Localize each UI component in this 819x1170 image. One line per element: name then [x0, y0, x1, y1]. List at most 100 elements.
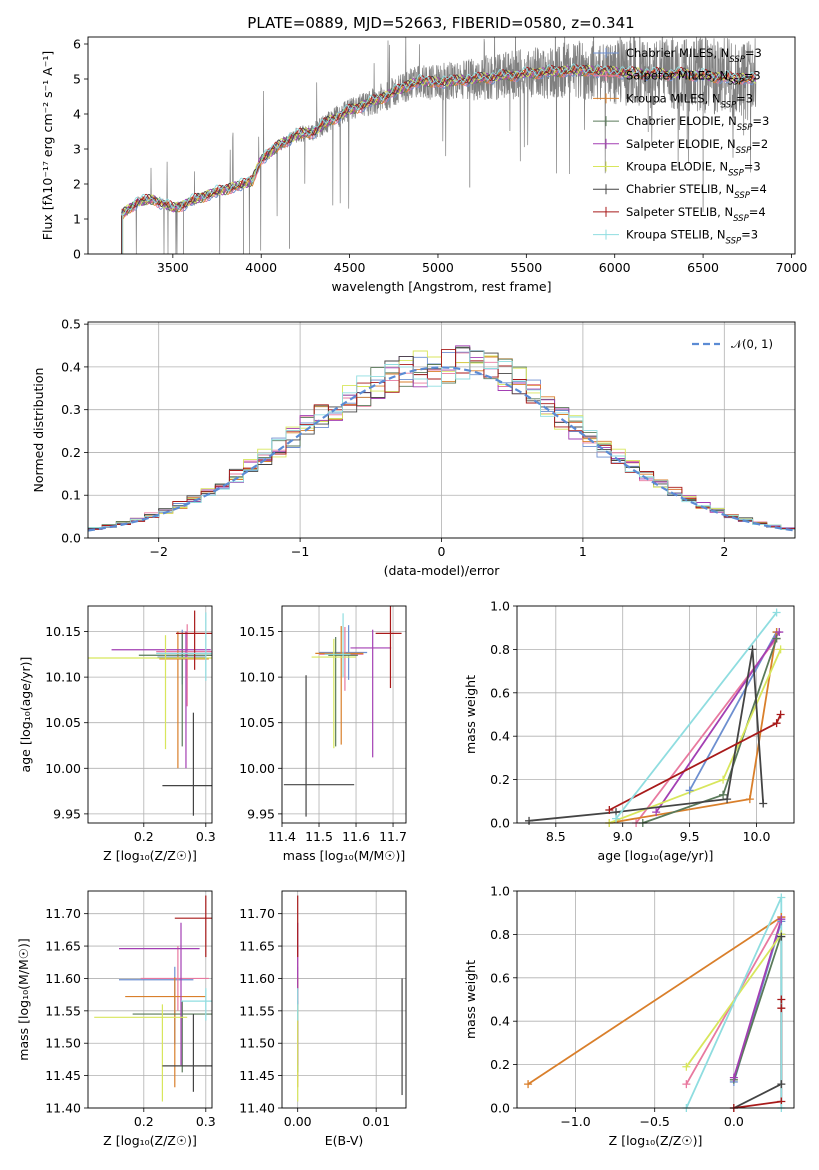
axes-frame — [281, 890, 407, 1109]
y-tick-label: 0.1 — [61, 488, 81, 503]
errorbar-point — [138, 632, 212, 747]
x-tick-label: 4500 — [334, 260, 366, 275]
y-axis-label: Normed distribution — [31, 368, 46, 493]
mass-weight-line — [615, 611, 778, 820]
legend-label: Chabrier STELIB, NSSP=4 — [626, 182, 767, 201]
x-axis-label: Z [log₁₀(Z/Z☉)] — [103, 848, 197, 863]
x-tick-label: 0.01 — [362, 1114, 390, 1129]
mass-weight-marker — [524, 1080, 533, 1089]
x-tick-label: 11.7 — [379, 829, 407, 844]
y-axis-label: mass weight — [463, 960, 478, 1039]
y-tick-label: 0.4 — [490, 1014, 510, 1029]
errorbar-point — [156, 612, 212, 681]
mass-weight-marker — [682, 1080, 691, 1089]
x-axis-label: age [log₁₀(age/yr)] — [598, 848, 714, 863]
panel-spectrum: 3500 4000 4500 5000 5500 6000 6500 7000 0 1 2 3 4 5 6 w… — [40, 37, 808, 295]
mass-weight-marker — [652, 808, 661, 817]
y-tick-label: 0.0 — [490, 1101, 510, 1116]
y-tick-label: 10.15 — [45, 624, 81, 639]
legend-label: 𝒩(0, 1) — [731, 337, 773, 351]
model-spectrum — [121, 63, 757, 216]
mass-weight-marker — [745, 795, 754, 804]
x-tick-label: 10.0 — [743, 829, 771, 844]
mass-weight-marker — [776, 710, 785, 719]
mass-weight-line — [655, 631, 781, 813]
x-tick-label: −0.5 — [640, 1114, 670, 1129]
y-tick-label: 11.55 — [239, 1003, 275, 1018]
y-axis-label: mass [log₁₀(M/M☉)] — [16, 938, 31, 1060]
axes-frame — [87, 605, 213, 824]
x-tick-label: 1 — [579, 544, 587, 559]
x-tick-label: 5500 — [510, 260, 542, 275]
errorbar-point — [315, 626, 364, 745]
y-tick-label: 9.95 — [53, 806, 81, 821]
axes-frame — [87, 321, 796, 539]
mass-weight-marker — [748, 645, 757, 654]
axes-frame — [516, 890, 795, 1109]
x-tick-label: 9.0 — [613, 829, 633, 844]
model-spectrum — [121, 64, 757, 214]
y-tick-label: 10.00 — [239, 761, 275, 776]
x-tick-label: 0.0 — [724, 1114, 744, 1129]
mass-weight-marker — [772, 608, 781, 617]
x-tick-label: 0.2 — [134, 829, 154, 844]
errorbar-point — [181, 988, 212, 1021]
y-tick-label: 11.60 — [239, 971, 275, 986]
errorbar-point — [119, 922, 200, 1066]
y-tick-label: 11.55 — [45, 1003, 81, 1018]
mass-weight-line — [733, 936, 783, 1108]
mass-weight-marker — [719, 775, 728, 784]
legend-label: Salpeter ELODIE, NSSP=2 — [626, 137, 768, 156]
y-tick-label: 0.8 — [490, 642, 510, 657]
y-tick-label: 0.3 — [61, 402, 81, 417]
mass-weight-marker — [685, 786, 694, 795]
x-axis-label: Z [log₁₀(Z/Z☉)] — [609, 1133, 703, 1148]
panel-mass-EBV: 0.00 0.01 11.40 11.45 11.50 11.55 11.60 11.65 11… — [239, 890, 407, 1148]
mass-weight-marker — [777, 1004, 786, 1013]
x-tick-label: 11.6 — [342, 829, 370, 844]
x-tick-label: 3500 — [157, 260, 189, 275]
x-axis-label: E(B-V) — [325, 1133, 364, 1148]
mass-weight-marker — [723, 795, 732, 804]
y-tick-label: 5 — [73, 72, 81, 87]
mass-weight-marker — [719, 790, 728, 799]
axes-frame — [516, 605, 795, 824]
y-tick-label: 11.40 — [45, 1101, 81, 1116]
y-tick-label: 0.0 — [490, 816, 510, 831]
y-tick-label: 11.70 — [239, 906, 275, 921]
panel-residuals: −2 −1 0 1 2 0.0 0.1 0.2 0.3 0.4 0.5 (data-model)/er… — [31, 317, 796, 578]
x-tick-label: −1.0 — [560, 1114, 590, 1129]
errorbar-point — [350, 629, 392, 758]
mass-weight-marker — [777, 1080, 786, 1089]
y-axis-label: mass weight — [463, 675, 478, 754]
y-tick-label: 2 — [73, 177, 81, 192]
plot-area — [283, 606, 402, 817]
errorbar-point — [324, 613, 351, 678]
y-tick-label: 11.45 — [239, 1068, 275, 1083]
y-tick-label: 3 — [73, 142, 81, 157]
errorbar-point — [94, 1004, 188, 1102]
y-tick-label: 10.05 — [239, 715, 275, 730]
panel-age-Z: 0.2 0.3 9.95 10.00 10.05 10.10 10.15 Z [log₁₀(Z… — [18, 605, 216, 863]
y-axis-label: Flux [fλ10⁻¹⁷ erg cm⁻² s⁻¹ A⁻¹] — [40, 51, 55, 240]
y-tick-label: 0.4 — [490, 729, 510, 744]
legend-label: Kroupa STELIB, NSSP=3 — [626, 228, 758, 247]
mass-weight-marker — [772, 719, 781, 728]
errorbar-point — [375, 606, 402, 689]
mass-weight-marker — [525, 816, 534, 825]
errorbar-point — [174, 895, 212, 958]
plot-area — [88, 345, 795, 532]
mass-weight-marker — [729, 1073, 738, 1082]
y-tick-label: 1 — [73, 212, 81, 227]
mass-weight-marker — [682, 1062, 691, 1071]
y-tick-label: 11.50 — [45, 1036, 81, 1051]
y-tick-label: 9.95 — [247, 806, 275, 821]
x-tick-label: 5000 — [422, 260, 454, 275]
x-tick-label: −1 — [291, 544, 309, 559]
axes-frame — [281, 605, 407, 824]
mass-weight-marker — [777, 932, 786, 941]
errorbar-point — [132, 1001, 212, 1073]
panel-mass-Z: 0.2 0.3 11.40 11.45 11.50 11.55 11.60 11.65 11.7… — [16, 890, 216, 1148]
x-tick-label: 7000 — [776, 260, 808, 275]
